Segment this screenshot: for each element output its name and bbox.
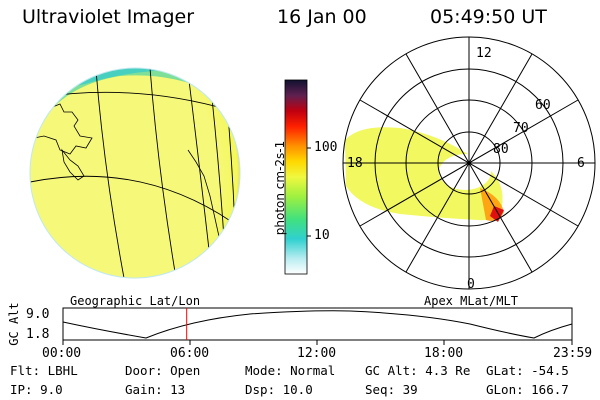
timeline-xtick-1800: 18:00 [424, 346, 464, 361]
timeline-ytick-low: 1.8 [26, 327, 50, 342]
info-gain: Gain: 13 [125, 382, 186, 397]
left-panel-caption: Geographic Lat/Lon [70, 294, 201, 308]
info-glat: GLat: -54.5 [486, 363, 569, 378]
info-seq: Seq: 39 [365, 382, 418, 397]
colorbar [284, 79, 308, 275]
timeline-ytick-high: 9.0 [26, 307, 50, 322]
info-dsp: Dsp: 10.0 [245, 382, 313, 397]
timeline-axis-label: GC Alt [7, 302, 21, 346]
time-label: 05:49:50 UT [430, 6, 547, 28]
timeline-xtick-1200: 12:00 [297, 346, 337, 361]
date-label: 16 Jan 00 [277, 6, 367, 28]
altitude-timeline [62, 307, 573, 345]
mlt-label-18: 18 [347, 156, 363, 171]
timeline-xtick-0000: 00:00 [42, 346, 82, 361]
mlat-label-80: 80 [493, 142, 509, 157]
colorbar-unit-label: photon cm-2s-1 [273, 140, 287, 236]
colorbar-tick-10: 10 [314, 228, 330, 243]
mlt-label-12: 12 [476, 46, 492, 61]
polar-plot [342, 36, 596, 290]
colorbar-tick-100: 100 [314, 140, 338, 155]
info-glon: GLon: 166.7 [486, 382, 569, 397]
earth-disk-image [29, 67, 241, 279]
timeline-xtick-2359: 23:59 [553, 346, 593, 361]
info-door: Door: Open [125, 363, 201, 378]
mlat-label-70: 70 [513, 121, 529, 136]
mlt-label-6: 6 [577, 156, 585, 171]
mlt-label-0: 0 [467, 277, 475, 292]
info-mode: Mode: Normal [245, 363, 336, 378]
info-filter: Flt: LBHL [10, 363, 78, 378]
polar-panel-caption: Apex MLat/MLT [424, 294, 518, 308]
info-gc-alt: GC Alt: 4.3 Re [365, 363, 471, 378]
instrument-title: Ultraviolet Imager [22, 6, 195, 28]
mlat-label-60: 60 [535, 98, 551, 113]
info-ip: IP: 9.0 [10, 382, 63, 397]
timeline-xtick-0600: 06:00 [170, 346, 210, 361]
